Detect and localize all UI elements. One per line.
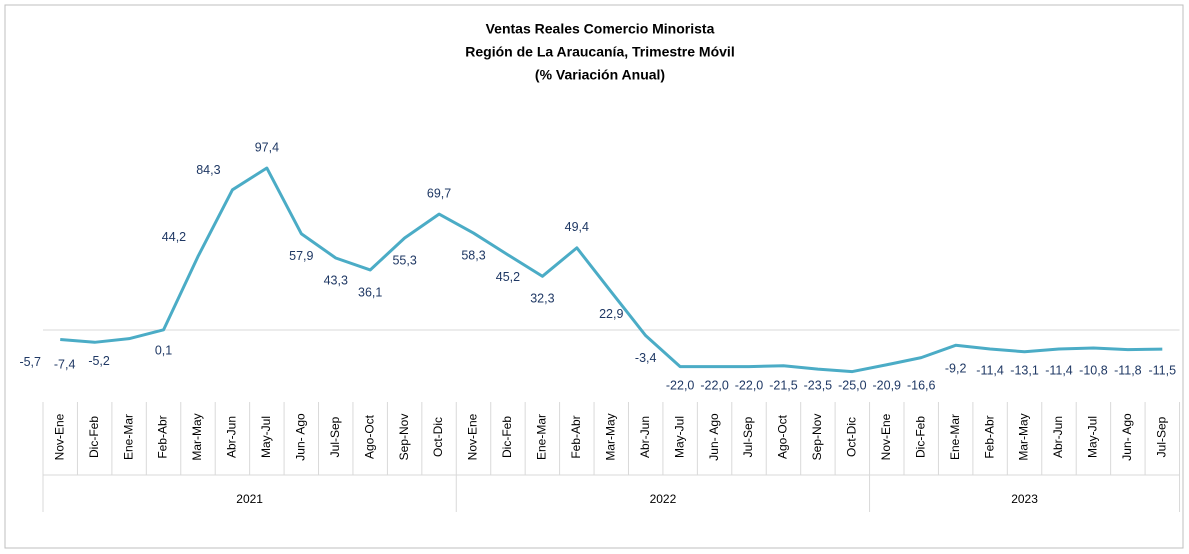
data-label: -23,5 [804, 378, 833, 392]
line [60, 166, 1163, 374]
chart-border [4, 4, 1184, 549]
data-label: -13,1 [1010, 363, 1039, 377]
data-label: 69,7 [427, 186, 451, 200]
data-label: 49,4 [565, 220, 589, 234]
data-label: 84,3 [196, 163, 220, 177]
x-tick-label: Dic-Feb [913, 416, 927, 458]
data-label: 57,9 [289, 249, 313, 263]
data-label: 58,3 [461, 248, 485, 262]
x-tick-label: May-Jul [672, 416, 686, 458]
data-label: -20,9 [873, 378, 902, 392]
x-tick-label: Nov-Ene [879, 413, 893, 460]
data-label: -22,0 [666, 378, 695, 392]
data-label: -22,0 [700, 378, 729, 392]
x-tick-label: Jun- Ago [293, 413, 307, 461]
x-tick-label: Abr-Jun [1051, 416, 1065, 458]
data-label: 97,4 [255, 140, 279, 154]
data-label: 55,3 [392, 253, 416, 267]
x-tick-label: Nov-Ene [466, 413, 480, 460]
x-tick-label: Feb-Abr [569, 415, 583, 458]
data-label: -5,2 [88, 354, 110, 368]
data-label: -25,0 [838, 378, 867, 392]
x-tick-label: Oct-Dic [431, 417, 445, 457]
x-tick-label: Jun- Ago [707, 413, 721, 461]
data-label: -16,6 [907, 378, 936, 392]
group-label: 2023 [1011, 492, 1038, 506]
x-tick-label: Mar-May [1017, 413, 1031, 460]
x-tick-label: Sep-Nov [810, 414, 824, 461]
data-label: -7,4 [54, 358, 76, 372]
data-label: 0,1 [155, 343, 172, 357]
x-tick-label: Oct-Dic [845, 417, 859, 457]
chart-title: (% Variación Anual) [535, 67, 665, 83]
data-label: -9,2 [945, 361, 967, 375]
data-label: -11,4 [976, 363, 1004, 377]
chart-title: Ventas Reales Comercio Minorista [486, 21, 715, 37]
chart-title: Región de La Araucanía, Trimestre Móvil [465, 44, 734, 60]
x-tick-label: May-Jul [259, 416, 273, 458]
data-label: -11,8 [1114, 363, 1142, 377]
x-tick-label: Dic-Feb [500, 416, 514, 458]
data-label: -11,5 [1149, 363, 1177, 377]
data-label: 43,3 [324, 273, 348, 287]
x-tick-label: Abr-Jun [225, 416, 239, 458]
x-tick-label: Feb-Abr [156, 415, 170, 458]
x-tick-label: Ago-Oct [362, 414, 376, 459]
x-tick-label: Ene-Mar [535, 414, 549, 460]
x-tick-label: Jul-Sep [741, 416, 755, 457]
data-label: 44,2 [162, 230, 186, 244]
data-label: 45,2 [496, 270, 520, 284]
x-tick-label: Abr-Jun [638, 416, 652, 458]
x-tick-label: Ago-Oct [776, 414, 790, 459]
group-label: 2022 [650, 492, 677, 506]
data-label: 36,1 [358, 285, 382, 299]
x-tick-label: Jul-Sep [1154, 416, 1168, 457]
data-label: -21,5 [769, 378, 798, 392]
x-tick-label: Sep-Nov [397, 414, 411, 461]
x-tick-label: Jul-Sep [328, 416, 342, 457]
data-label: -5,7 [19, 355, 41, 369]
x-tick-label: Mar-May [190, 413, 204, 460]
data-label: -10,8 [1079, 363, 1108, 377]
x-tick-label: Ene-Mar [948, 414, 962, 460]
x-tick-label: Dic-Feb [87, 416, 101, 458]
group-label: 2021 [236, 492, 263, 506]
data-label: -3,4 [635, 351, 657, 365]
data-label: -11,4 [1045, 363, 1073, 377]
x-tick-label: Jun- Ago [1120, 413, 1134, 461]
data-label: -22,0 [735, 378, 764, 392]
data-label: 22,9 [599, 307, 623, 321]
x-tick-label: May-Jul [1086, 416, 1100, 458]
data-label: 32,3 [530, 292, 554, 306]
x-tick-label: Ene-Mar [121, 414, 135, 460]
x-tick-label: Feb-Abr [982, 415, 996, 458]
x-tick-label: Mar-May [603, 413, 617, 460]
x-tick-label: Nov-Ene [52, 413, 66, 460]
